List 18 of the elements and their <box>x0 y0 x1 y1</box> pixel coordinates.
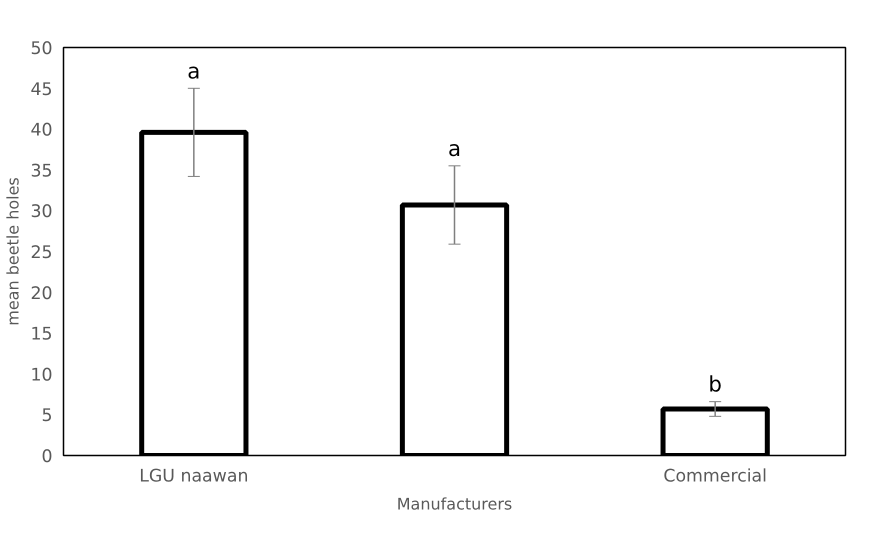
y-tick-label: 25 <box>30 243 53 263</box>
annotation: a <box>187 59 200 84</box>
y-axis-title: mean beetle holes <box>3 177 22 326</box>
y-tick-label: 15 <box>30 324 53 345</box>
x-tick-label: LGU naawan <box>139 466 248 486</box>
y-tick-label: 20 <box>30 284 53 304</box>
annotation: b <box>708 372 722 398</box>
x-axis-title: Manufacturers <box>396 494 512 514</box>
annotation: a <box>448 136 462 162</box>
y-tick-label: 30 <box>30 202 53 222</box>
x-tick-label: Commercial <box>663 466 767 486</box>
y-tick-label: 10 <box>30 365 53 386</box>
y-tick-label: 45 <box>30 80 53 100</box>
y-tick-label: 35 <box>30 161 53 182</box>
y-tick-label: 50 <box>30 39 53 59</box>
y-tick-label: 0 <box>41 447 53 467</box>
y-tick-label: 5 <box>41 406 53 426</box>
y-tick-label: 40 <box>30 120 53 141</box>
